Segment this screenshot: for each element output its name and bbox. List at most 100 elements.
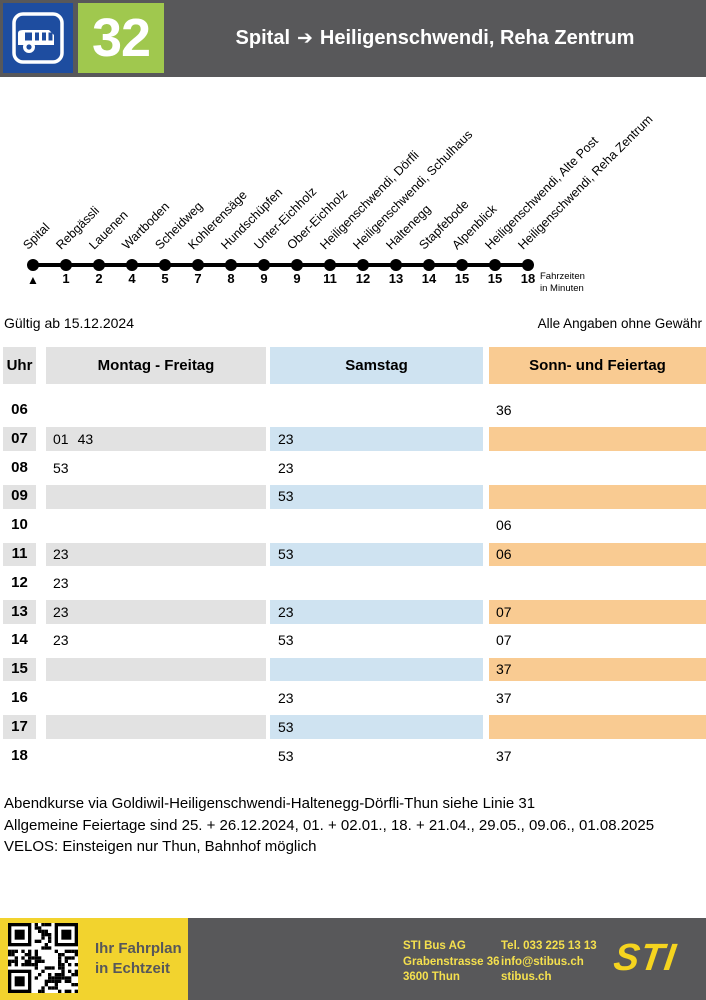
saturday-cell-band bbox=[270, 715, 483, 740]
route-travel-time: 1 bbox=[62, 271, 70, 286]
route-travel-time: 7 bbox=[194, 271, 202, 286]
route-travel-time: 14 bbox=[421, 271, 437, 286]
departure-minute: 36 bbox=[496, 402, 512, 418]
departure-minute: 23 bbox=[53, 546, 69, 562]
route-stop-dot bbox=[291, 259, 303, 271]
saturday-cell-band bbox=[270, 600, 483, 624]
route-travel-time: 15 bbox=[487, 271, 503, 286]
weekday-minutes: 01 43 bbox=[53, 425, 102, 454]
route-stop-dot bbox=[192, 259, 204, 271]
line-number-badge: 32 bbox=[78, 3, 164, 73]
saturday-minutes: 23 bbox=[278, 425, 303, 454]
departure-minute: 23 bbox=[278, 459, 294, 476]
timetable-row: 09 53 bbox=[0, 482, 706, 511]
route-stop-dot bbox=[93, 259, 105, 271]
route-travel-time: 9 bbox=[293, 271, 301, 286]
route-travel-time: 8 bbox=[227, 271, 235, 286]
sunday-cell-band bbox=[489, 427, 706, 452]
qr-code bbox=[8, 923, 78, 993]
timetable-row: 18 53 37 bbox=[0, 742, 706, 771]
saturday-minutes: 23 bbox=[278, 454, 303, 483]
timetable-row: 11 23 53 06 bbox=[0, 540, 706, 569]
route-stop-dot bbox=[60, 259, 72, 271]
saturday-minutes: 53 bbox=[278, 626, 303, 655]
timetable-row: 07 01 43 23 bbox=[0, 425, 706, 454]
weekday-cell-band bbox=[46, 715, 266, 740]
departure-minute: 43 bbox=[77, 430, 94, 447]
hour-label: 07 bbox=[11, 429, 28, 447]
weekday-cell-band bbox=[46, 427, 266, 452]
hour-label: 14 bbox=[11, 631, 28, 649]
hour-cell-band bbox=[3, 427, 36, 452]
sunday-minutes: 06 bbox=[496, 511, 521, 540]
route-travel-time: 13 bbox=[388, 271, 404, 286]
hour-label: 13 bbox=[11, 602, 28, 620]
route-stop-dot bbox=[522, 259, 534, 271]
hour-label: 15 bbox=[11, 660, 28, 678]
route-stop-dot bbox=[456, 259, 468, 271]
route-stop-dot bbox=[225, 259, 237, 271]
timetable-row: 06 36 bbox=[0, 396, 706, 425]
departure-minute: 23 bbox=[53, 574, 69, 591]
route-stop-dot bbox=[489, 259, 501, 271]
hour-label: 16 bbox=[11, 689, 28, 706]
weekday-cell-band bbox=[46, 657, 266, 682]
route-stop-dot bbox=[126, 259, 138, 271]
column-header-saturday: Samstag bbox=[270, 347, 483, 384]
column-header-sunday: Sonn- und Feiertag bbox=[489, 347, 706, 384]
hour-label: 09 bbox=[11, 487, 28, 505]
arrow-right-icon: ➔ bbox=[297, 27, 313, 49]
sunday-cell-band bbox=[489, 484, 706, 509]
departure-minute: 53 bbox=[53, 459, 69, 476]
weekday-minutes: 53 bbox=[53, 454, 78, 483]
bus-badge bbox=[3, 3, 73, 73]
departure-minute: 37 bbox=[496, 690, 512, 706]
timetable-row: 08 53 23 bbox=[0, 454, 706, 483]
realtime-panel: Ihr Fahrplan in Echtzeit bbox=[0, 918, 188, 1000]
departure-minute: 37 bbox=[496, 661, 512, 678]
saturday-cell-band bbox=[270, 484, 483, 509]
sunday-minutes: 07 bbox=[496, 598, 521, 627]
weekday-minutes: 23 bbox=[53, 598, 78, 627]
route-stop-dot bbox=[324, 259, 336, 271]
departure-minute: 37 bbox=[496, 747, 512, 764]
departure-minute: 53 bbox=[278, 488, 294, 505]
weekday-cell-band bbox=[46, 600, 266, 624]
route-stop-dot bbox=[357, 259, 369, 271]
saturday-minutes: 53 bbox=[278, 540, 303, 569]
saturday-cell-band bbox=[270, 657, 483, 682]
sunday-cell-band bbox=[489, 542, 706, 567]
weekday-cell-band bbox=[46, 484, 266, 509]
departure-minute: 23 bbox=[53, 632, 69, 649]
sunday-minutes: 37 bbox=[496, 684, 521, 713]
timetable-row: 14 23 53 07 bbox=[0, 626, 706, 655]
route-travel-time: 11 bbox=[323, 271, 337, 286]
route-stop-dot bbox=[423, 259, 435, 271]
route-from: Spital bbox=[235, 26, 290, 49]
hour-cell-band bbox=[3, 715, 36, 740]
route-travel-time: 2 bbox=[95, 271, 103, 286]
column-header-weekday: Montag - Freitag bbox=[46, 347, 266, 384]
route-line bbox=[33, 263, 528, 267]
company-address: STI Bus AG Grabenstrasse 36 3600 Thun bbox=[403, 940, 500, 983]
saturday-minutes: 53 bbox=[278, 713, 303, 742]
departure-minute: 06 bbox=[496, 517, 512, 534]
route-stop-dot bbox=[258, 259, 270, 271]
hour-label: 06 bbox=[11, 401, 28, 418]
route-stop-dot bbox=[27, 259, 39, 271]
footnotes: Abendkurse via Goldiwil-Heiligenschwendi… bbox=[4, 793, 654, 858]
sunday-minutes: 37 bbox=[496, 655, 521, 684]
hour-label: 10 bbox=[11, 516, 28, 534]
timetable-row: 13 23 23 07 bbox=[0, 598, 706, 627]
departure-minute: 23 bbox=[278, 603, 294, 620]
hour-label: 18 bbox=[11, 746, 28, 764]
timetable-row: 10 06 bbox=[0, 511, 706, 540]
weekday-minutes: 23 bbox=[53, 626, 78, 655]
saturday-minutes: 23 bbox=[278, 684, 303, 713]
sunday-cell-band bbox=[489, 600, 706, 624]
saturday-minutes: 23 bbox=[278, 598, 303, 627]
departure-minute: 53 bbox=[278, 747, 294, 764]
saturday-cell-band bbox=[270, 542, 483, 567]
hour-cell-band bbox=[3, 542, 36, 567]
line-number: 32 bbox=[91, 8, 151, 68]
